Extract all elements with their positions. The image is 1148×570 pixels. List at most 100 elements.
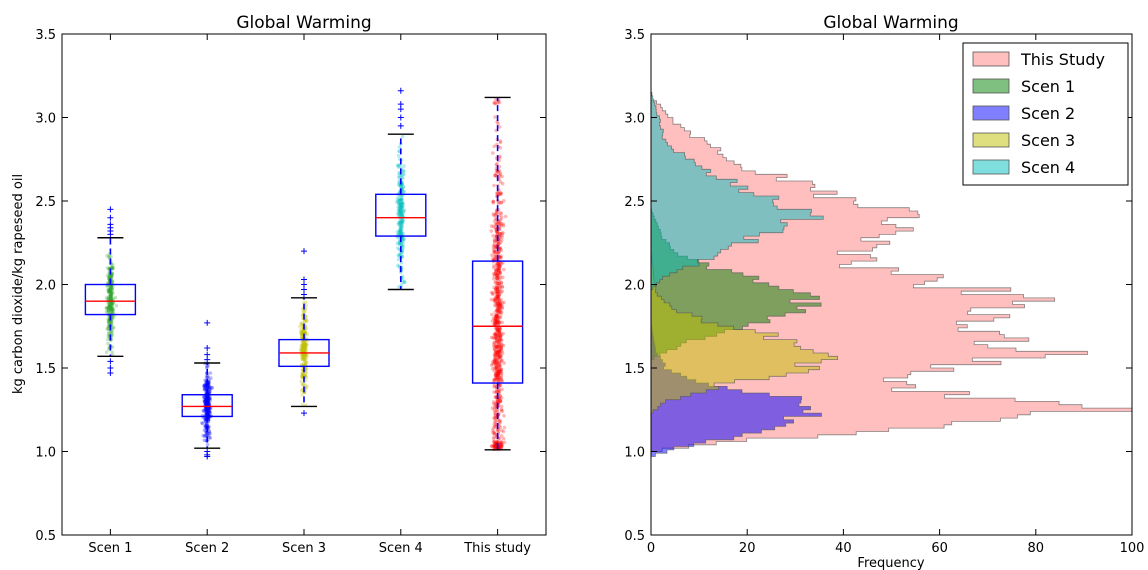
jitter-point	[495, 399, 500, 403]
jitter-point	[497, 329, 502, 334]
jitter-point	[493, 332, 497, 337]
jitter-point	[109, 295, 113, 299]
jitter-point	[110, 308, 115, 313]
jitter-point	[396, 153, 401, 158]
outlier-marker	[107, 370, 114, 377]
jitter-point	[498, 255, 502, 259]
outlier-marker	[397, 122, 404, 129]
jitter-point	[495, 358, 499, 362]
jitter-point	[300, 339, 305, 344]
jitter-point	[495, 366, 499, 370]
jitter-point	[497, 271, 501, 276]
jitter-point	[105, 297, 110, 302]
jitter-point	[396, 202, 401, 206]
jitter-point	[492, 383, 497, 388]
jitter-point	[205, 423, 209, 427]
jitter-point	[206, 412, 210, 417]
jitter-point	[493, 297, 498, 302]
jitter-point	[202, 434, 207, 438]
jitter-point	[109, 319, 113, 324]
jitter-point	[496, 371, 501, 376]
jitter-point	[496, 304, 500, 309]
jitter-point	[493, 361, 497, 365]
jitter-point	[400, 248, 405, 252]
jitter-point	[497, 337, 502, 342]
jitter-point	[398, 221, 403, 226]
jitter-point	[495, 345, 499, 349]
jitter-point	[303, 329, 307, 334]
jitter-point	[207, 396, 212, 401]
jitter-point	[299, 388, 304, 393]
jitter-point	[107, 303, 112, 308]
jitter-point	[499, 211, 504, 216]
jitter-point	[104, 295, 109, 300]
jitter-point	[303, 353, 308, 357]
jitter-point	[493, 322, 498, 327]
jitter-point	[300, 346, 304, 351]
jitter-point	[500, 301, 505, 305]
jitter-point	[492, 257, 496, 262]
jitter-point	[491, 212, 496, 216]
jitter-points-scen-1	[104, 252, 119, 358]
jitter-point	[109, 304, 113, 309]
jitter-point	[203, 407, 208, 412]
jitter-point	[493, 257, 498, 262]
jitter-point	[497, 301, 502, 305]
jitter-point	[495, 317, 500, 321]
jitter-point	[208, 431, 212, 436]
jitter-point	[204, 406, 209, 411]
box-this-study	[471, 260, 524, 384]
jitter-point	[205, 412, 209, 417]
box-group-scen-1	[84, 206, 137, 377]
jitter-point	[494, 314, 499, 319]
jitter-point	[300, 330, 304, 335]
jitter-point	[493, 287, 498, 291]
jitter-point	[108, 290, 112, 295]
jitter-point	[498, 180, 503, 184]
jitter-point	[496, 310, 501, 315]
jitter-point	[493, 432, 497, 436]
jitter-point	[498, 354, 503, 359]
jitter-point	[494, 289, 499, 294]
jitter-point	[497, 349, 502, 353]
jitter-point	[496, 375, 500, 380]
jitter-point	[492, 358, 497, 363]
jitter-point	[493, 445, 497, 449]
jitter-point	[399, 197, 404, 201]
jitter-point	[499, 342, 504, 346]
jitter-point	[304, 346, 308, 351]
jitter-point	[495, 272, 500, 277]
jitter-point	[207, 390, 212, 394]
jitter-point	[499, 345, 503, 350]
jitter-point	[497, 302, 501, 307]
jitter-point	[499, 445, 504, 449]
jitter-point	[401, 184, 406, 189]
jitter-point	[109, 274, 114, 279]
jitter-point	[494, 318, 499, 323]
outlier-marker	[204, 319, 211, 326]
jitter-point	[305, 352, 310, 357]
jitter-point	[105, 307, 110, 311]
jitter-point	[496, 333, 500, 338]
jitter-point	[398, 201, 403, 206]
jitter-point	[108, 290, 112, 294]
jitter-point	[396, 205, 400, 209]
histogram-y-tick-label: 3.0	[624, 112, 645, 127]
boxplot-y-tick-label: 3.5	[35, 28, 56, 43]
jitter-point	[302, 349, 307, 353]
jitter-point	[497, 289, 502, 294]
jitter-point	[494, 362, 498, 366]
jitter-point	[206, 397, 210, 402]
jitter-point	[300, 343, 305, 348]
jitter-point	[499, 367, 504, 372]
jitter-point	[300, 357, 304, 361]
jitter-point	[397, 228, 402, 233]
jitter-point	[492, 345, 496, 349]
jitter-point	[501, 224, 506, 228]
jitter-point	[110, 279, 115, 283]
jitter-point	[496, 309, 501, 314]
jitter-point	[110, 274, 114, 279]
jitter-point	[496, 262, 501, 267]
jitter-point	[495, 320, 499, 325]
jitter-point	[497, 174, 502, 178]
